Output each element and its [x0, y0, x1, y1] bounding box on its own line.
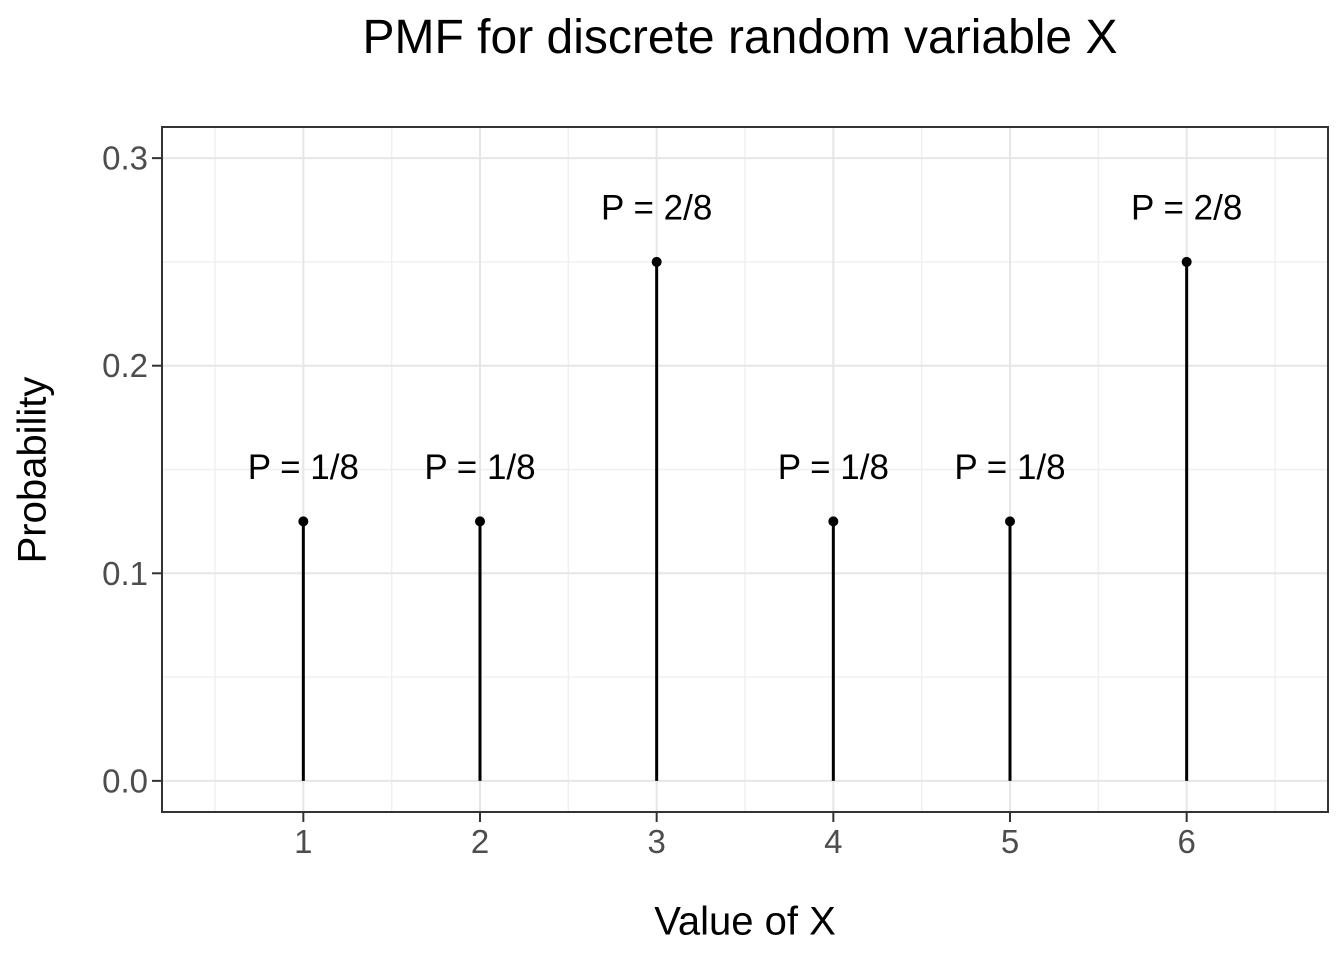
y-tick-label: 0.2	[102, 347, 148, 384]
x-tick-label: 5	[1001, 823, 1019, 860]
y-tick-label: 0.0	[102, 762, 148, 799]
x-tick-label: 2	[471, 823, 489, 860]
point-label: P = 2/8	[601, 188, 712, 227]
x-tick-label: 1	[294, 823, 312, 860]
data-point	[475, 516, 485, 527]
point-label: P = 1/8	[954, 448, 1065, 487]
point-label: P = 1/8	[778, 448, 889, 487]
data-point	[298, 516, 309, 527]
point-label: P = 1/8	[424, 448, 535, 487]
y-tick-label: 0.1	[102, 555, 148, 592]
y-axis-title: Probability	[10, 376, 55, 564]
panel-border	[161, 126, 1329, 813]
x-axis-title: Value of X	[654, 899, 836, 944]
data-point	[651, 256, 662, 267]
point-label: P = 1/8	[248, 448, 359, 487]
y-tick-label: 0.3	[102, 140, 148, 177]
point-label: P = 2/8	[1131, 188, 1242, 227]
data-point	[1181, 256, 1192, 267]
chart-title: PMF for discrete random variable X	[362, 11, 1118, 64]
data-point	[828, 516, 839, 527]
data-point	[1005, 516, 1015, 527]
x-tick-label: 6	[1177, 823, 1195, 860]
x-tick-label: 3	[647, 823, 665, 860]
x-tick-label: 4	[824, 823, 842, 860]
